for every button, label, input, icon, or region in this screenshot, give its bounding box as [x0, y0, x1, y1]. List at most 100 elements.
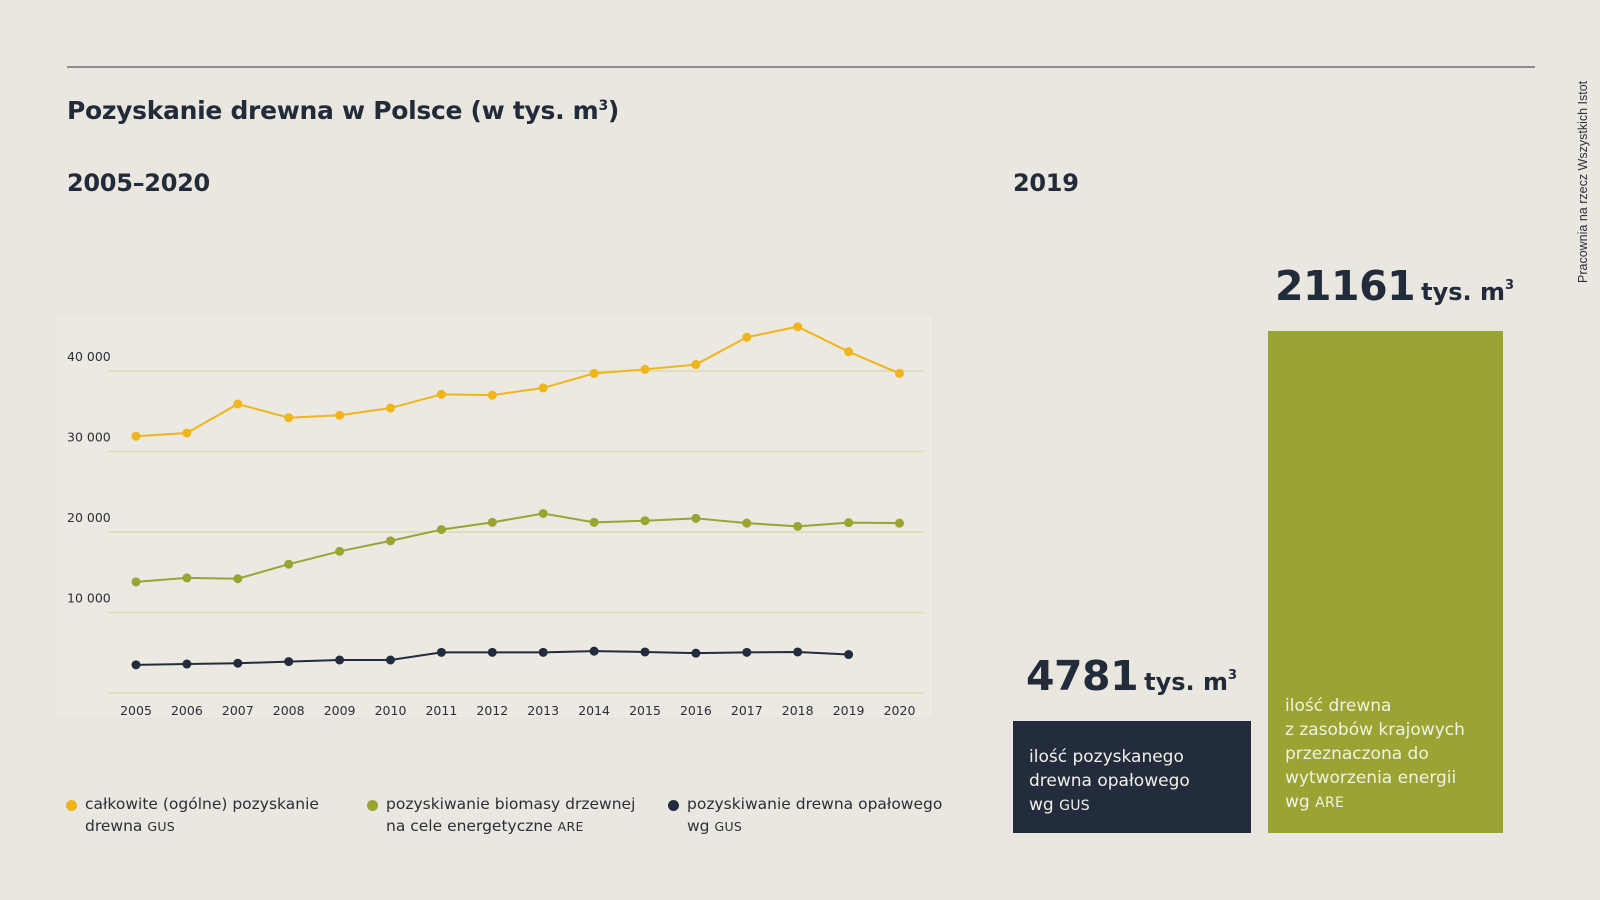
energy-wood-bar: ilość drewna z zasobów krajowych przezna… [1268, 331, 1503, 833]
x-tick-label: 2018 [782, 703, 814, 718]
data-point [793, 521, 803, 531]
data-point [284, 657, 294, 667]
page-title-text: Pozyskanie drewna w Polsce (w tys. m [67, 96, 599, 125]
data-point [335, 655, 345, 665]
x-tick-label: 2007 [222, 703, 254, 718]
data-point [487, 647, 497, 657]
data-point [233, 658, 243, 668]
legend-item-total-harvest: całkowite (ogólne) pozyskanie drewna GUS [66, 793, 346, 838]
series-line [135, 325, 900, 438]
data-point [182, 659, 192, 669]
x-tick-label: 2020 [884, 703, 916, 718]
data-point [538, 647, 548, 657]
energy-wood-number: 21161 [1275, 262, 1416, 310]
data-point [691, 360, 701, 370]
x-tick-label: 2014 [578, 703, 610, 718]
data-point [640, 647, 650, 657]
page-title-superscript: 3 [598, 98, 608, 114]
data-point [182, 428, 192, 438]
left-section-title: 2005–2020 [67, 169, 210, 197]
series-2 [131, 508, 904, 587]
data-point [335, 410, 345, 420]
data-point [487, 390, 497, 400]
page-title: Pozyskanie drewna w Polsce (w tys. m3) [67, 96, 619, 125]
y-tick-label: 10 000 [67, 591, 111, 606]
x-tick-label: 2013 [527, 703, 559, 718]
data-point [182, 573, 192, 583]
series-line [135, 512, 900, 583]
y-tick-label: 20 000 [67, 510, 111, 525]
x-tick-label: 2012 [476, 703, 508, 718]
x-tick-label: 2006 [171, 703, 203, 718]
y-axis-ticks: 10 000 20 000 30 000 40 000 [67, 349, 111, 606]
data-point [386, 403, 395, 413]
legend-label: całkowite (ogólne) pozyskanie drewna GUS [85, 795, 319, 835]
data-point [844, 518, 854, 528]
legend-item-biomass: pozyskiwanie biomasy drzewnej na cele en… [367, 793, 657, 838]
x-tick-label: 2008 [273, 703, 305, 718]
data-point [284, 559, 294, 569]
data-point [335, 546, 345, 556]
data-point [742, 518, 752, 528]
legend-dot-dark [668, 800, 679, 811]
x-tick-label: 2005 [120, 703, 152, 718]
data-point [487, 517, 497, 527]
data-point [742, 332, 752, 342]
data-point [640, 516, 650, 526]
top-rule [67, 66, 1535, 68]
legend-item-fuelwood: pozyskiwanie drewna opałowego wg GUS [668, 793, 958, 838]
data-point [131, 577, 141, 587]
data-point [742, 647, 752, 657]
series-1 [131, 322, 904, 441]
data-point [895, 368, 904, 378]
data-point [233, 399, 243, 409]
series [131, 322, 904, 670]
data-point [589, 517, 599, 527]
y-tick-label: 30 000 [67, 430, 111, 445]
data-point [131, 660, 141, 670]
x-tick-label: 2019 [833, 703, 865, 718]
energy-wood-value: 21161 tys. m3 [1275, 262, 1514, 310]
data-point [233, 574, 243, 584]
data-point [895, 518, 904, 528]
data-point [589, 368, 599, 378]
gridlines [108, 370, 923, 694]
data-point [793, 647, 803, 657]
right-section-title: 2019 [1013, 169, 1079, 197]
page-title-close: ) [607, 96, 620, 125]
energy-wood-unit: tys. m3 [1421, 278, 1515, 306]
data-point [691, 513, 701, 523]
x-tick-label: 2011 [425, 703, 457, 718]
legend-dot-yellow [66, 800, 77, 811]
data-point [691, 648, 701, 658]
data-point [538, 383, 548, 393]
x-tick-label: 2010 [375, 703, 407, 718]
data-point [589, 646, 599, 656]
x-tick-label: 2016 [680, 703, 712, 718]
legend-label: pozyskiwanie biomasy drzewnej na cele en… [386, 795, 636, 835]
data-point [131, 431, 141, 441]
data-point [386, 655, 395, 665]
data-point [538, 508, 548, 518]
legend-label: pozyskiwanie drewna opałowego wg GUS [687, 795, 943, 835]
energy-wood-description: ilość drewna z zasobów krajowych przezna… [1285, 696, 1465, 812]
data-point [436, 389, 446, 399]
data-point [386, 536, 395, 546]
series-3 [131, 646, 854, 670]
data-point [844, 650, 854, 660]
x-tick-label: 2015 [629, 703, 661, 718]
data-point [436, 525, 446, 535]
data-point [284, 413, 294, 423]
data-point [640, 364, 650, 374]
legend-dot-green [367, 800, 378, 811]
fuelwood-number: 4781 [1026, 652, 1139, 700]
data-point [793, 322, 803, 332]
x-axis-ticks: 2005 2006 2007 2008 2009 2010 2011 2012 2013 2014… [120, 703, 915, 718]
x-tick-label: 2009 [324, 703, 356, 718]
data-point [844, 347, 854, 357]
fuelwood-bar: ilość pozyskanego drewna opałowego wg GU… [1013, 721, 1251, 833]
data-point [436, 647, 446, 657]
x-tick-label: 2017 [731, 703, 763, 718]
y-tick-label: 40 000 [67, 349, 111, 364]
